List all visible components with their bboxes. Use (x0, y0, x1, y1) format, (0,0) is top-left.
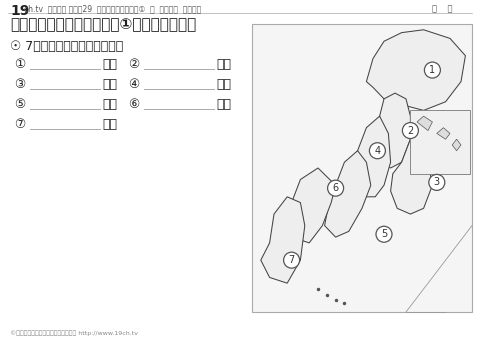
Text: 6: 6 (333, 183, 339, 193)
Text: 5: 5 (381, 229, 387, 239)
Circle shape (327, 180, 344, 196)
Polygon shape (437, 128, 450, 139)
Text: 4: 4 (374, 146, 381, 156)
Text: 地方: 地方 (216, 58, 231, 71)
Text: 2: 2 (407, 126, 414, 135)
Text: 地理（都道府県を覚えよう①・地域区分編）: 地理（都道府県を覚えよう①・地域区分編） (10, 17, 196, 32)
Text: ②: ② (128, 58, 139, 71)
Text: 3: 3 (434, 177, 440, 187)
Text: 7: 7 (288, 255, 295, 265)
Polygon shape (452, 139, 461, 151)
Circle shape (424, 62, 441, 78)
Text: ①: ① (14, 58, 25, 71)
Circle shape (429, 174, 445, 190)
Text: 月    日: 月 日 (432, 4, 453, 13)
Polygon shape (261, 197, 305, 283)
Circle shape (370, 143, 385, 159)
Text: ⑦: ⑦ (14, 118, 25, 131)
Bar (252, 24, 472, 312)
Text: ⑤: ⑤ (14, 98, 25, 111)
Polygon shape (417, 116, 432, 131)
Text: 19: 19 (10, 4, 29, 18)
Text: 地方: 地方 (102, 118, 117, 131)
Text: ©第一『とある男が授業をしてみた』 http://www.19ch.tv: ©第一『とある男が授業をしてみた』 http://www.19ch.tv (10, 330, 138, 336)
Circle shape (402, 122, 419, 139)
Circle shape (376, 226, 392, 242)
Bar (410, 110, 470, 174)
Text: ③: ③ (14, 78, 25, 91)
Polygon shape (366, 30, 466, 110)
Text: 地方: 地方 (102, 78, 117, 91)
Text: ch.tv  【社会】 地理－29  都道府県を覚えよう①  ・  地域区分  プリント: ch.tv 【社会】 地理－29 都道府県を覚えよう① ・ 地域区分 プリント (24, 4, 201, 13)
Polygon shape (391, 139, 432, 214)
Text: ☉ 7地方区分の名前を書こう。: ☉ 7地方区分の名前を書こう。 (10, 40, 123, 53)
Text: 地方: 地方 (216, 98, 231, 111)
Text: 地方: 地方 (102, 98, 117, 111)
Text: 地方: 地方 (216, 78, 231, 91)
Text: ④: ④ (128, 78, 139, 91)
Polygon shape (353, 116, 391, 197)
Circle shape (284, 252, 300, 268)
Polygon shape (377, 93, 410, 168)
Text: ⑥: ⑥ (128, 98, 139, 111)
Text: 地方: 地方 (102, 58, 117, 71)
Polygon shape (283, 168, 336, 243)
Text: 1: 1 (429, 65, 435, 75)
Polygon shape (324, 151, 371, 237)
